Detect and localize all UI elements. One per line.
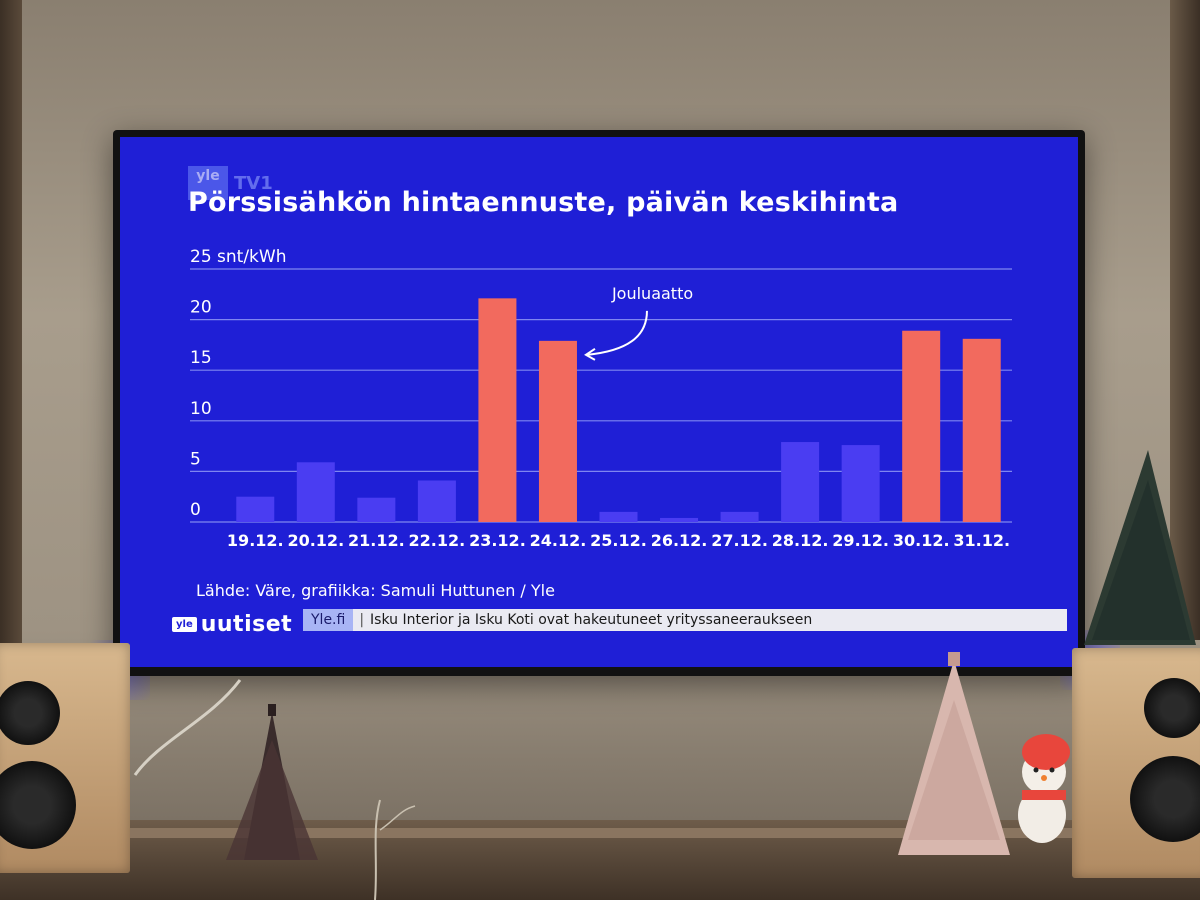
speaker-tweeter xyxy=(0,681,60,745)
speaker-tweeter xyxy=(1144,678,1200,738)
annotation-arrowhead xyxy=(584,348,596,361)
news-logo-text: uutiset xyxy=(200,612,293,637)
y-tick-label: 25 snt/kWh xyxy=(190,247,287,267)
ticker-bar: Yle.fi | Isku Interior ja Isku Koti ovat… xyxy=(303,609,1067,631)
bar xyxy=(599,511,638,522)
bar xyxy=(962,338,1001,522)
shelf-top xyxy=(0,828,1200,838)
y-tick-label: 5 xyxy=(190,449,201,469)
bar xyxy=(236,496,275,522)
y-tick-label: 15 xyxy=(190,348,212,368)
x-tick-label: 27.12. xyxy=(711,531,768,550)
source-credit: Lähde: Väre, grafiikka: Samuli Huttunen … xyxy=(196,581,555,600)
bar xyxy=(781,442,820,522)
bar xyxy=(417,480,456,522)
x-tick-label: 25.12. xyxy=(590,531,647,550)
bar xyxy=(357,497,396,522)
ticker-site: Yle.fi xyxy=(303,609,354,631)
ticker-separator: | xyxy=(359,612,365,628)
x-tick-label: 21.12. xyxy=(348,531,405,550)
speaker-right xyxy=(1072,648,1200,878)
chart-title: Pörssisähkön hintaennuste, päivän keskih… xyxy=(188,187,899,218)
x-tick-label: 22.12. xyxy=(409,531,466,550)
speaker-woofer xyxy=(1130,756,1200,842)
bar xyxy=(296,462,335,522)
channel-logo: yle TV1 xyxy=(188,166,273,200)
bar xyxy=(841,445,880,522)
y-tick-label: 20 xyxy=(190,298,212,318)
y-tick-label: 10 xyxy=(190,399,212,419)
tv-screen: yle TV1 Pörssisähkön hintaennuste, päivä… xyxy=(120,137,1078,667)
x-tick-label: 23.12. xyxy=(469,531,526,550)
bar xyxy=(478,298,517,522)
bar xyxy=(538,340,577,522)
x-tick-label: 30.12. xyxy=(893,531,950,550)
x-tick-label: 29.12. xyxy=(832,531,889,550)
x-tick-label: 28.12. xyxy=(772,531,829,550)
speaker-woofer xyxy=(0,761,76,849)
annotation-arrow xyxy=(586,310,648,356)
bar xyxy=(902,330,941,522)
x-tick-label: 31.12. xyxy=(953,531,1010,550)
annotation-label: Jouluaatto xyxy=(611,284,693,303)
x-tick-label: 26.12. xyxy=(651,531,708,550)
y-tick-label: 0 xyxy=(190,500,201,520)
wall-left xyxy=(0,0,22,660)
news-ticker: yle uutiset Yle.fi | Isku Interior ja Is… xyxy=(120,607,1078,637)
bar xyxy=(720,511,759,522)
speaker-left xyxy=(0,643,130,873)
x-tick-label: 24.12. xyxy=(530,531,587,550)
channel-name: TV1 xyxy=(234,172,273,194)
bar-chart: 0 5 10 15 20 25 snt/kWh 19.12. 20.12. 21.12. 22.1… xyxy=(190,247,1012,550)
channel-logo-box: yle xyxy=(188,166,228,200)
news-logo: yle uutiset xyxy=(172,612,292,637)
x-tick-label: 20.12. xyxy=(287,531,344,550)
ticker-headline: Isku Interior ja Isku Koti ovat hakeutun… xyxy=(370,612,813,628)
x-tick-label: 19.12. xyxy=(227,531,284,550)
television: yle TV1 Pörssisähkön hintaennuste, päivä… xyxy=(113,130,1085,676)
news-logo-box: yle xyxy=(172,617,197,632)
bar xyxy=(660,517,699,522)
cable xyxy=(133,679,242,776)
tv-brand-mark xyxy=(569,668,629,674)
wall-right xyxy=(1170,0,1200,640)
